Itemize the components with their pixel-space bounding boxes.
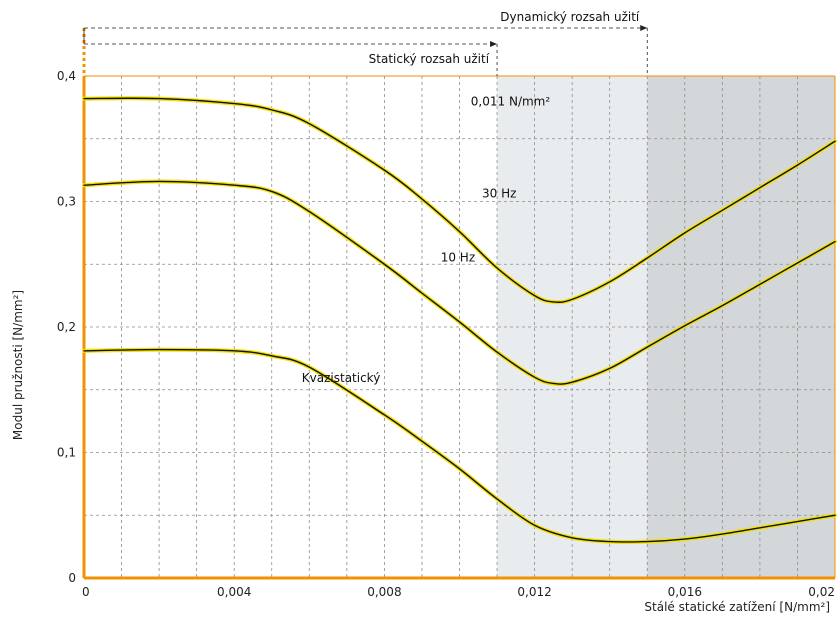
x-tick-label: 0,016	[668, 585, 702, 599]
curve-label: Kvazistatický	[302, 371, 381, 385]
series-2-line	[83, 180, 836, 385]
curve-label: 30 Hz	[482, 187, 516, 201]
y-axis-label: Modul pružnosti [N/mm²]	[11, 290, 25, 440]
threshold-label: 0,011 N/mm²	[471, 94, 551, 108]
x-tick-label: 0,012	[517, 585, 551, 599]
range-arrows: Dynamický rozsah užití Statický rozsah už…	[83, 10, 648, 76]
tick-labels: 0 0,004 0,008 0,012 0,016 0,02 0 0,1 0,2 0,3 0,4	[57, 69, 835, 599]
series-1-line	[83, 97, 836, 303]
annotations: 30 Hz 10 Hz Kvazistatický 0,011 N/mm²	[302, 94, 551, 385]
static-range-label: Statický rozsah užití	[369, 52, 490, 66]
x-axis-label: Stálé statické zatížení [N/mm²]	[644, 600, 830, 614]
dynamic-range-arrowhead	[640, 25, 648, 31]
static-range-arrowhead	[490, 41, 498, 47]
y-tick-label: 0	[68, 571, 76, 585]
y-tick-label: 0,2	[57, 320, 76, 334]
series-3-line	[83, 348, 836, 543]
x-tick-label: 0,02	[808, 585, 835, 599]
y-tick-label: 0,4	[57, 69, 76, 83]
y-tick-label: 0,1	[57, 446, 76, 460]
x-tick-label: 0,004	[217, 585, 251, 599]
curve-label: 10 Hz	[441, 251, 475, 265]
y-tick-label: 0,3	[57, 195, 76, 209]
x-tick-label: 0	[82, 585, 90, 599]
series-curves	[82, 96, 837, 544]
dynamic-range-label: Dynamický rozsah užití	[500, 10, 640, 24]
x-tick-label: 0,008	[367, 585, 401, 599]
